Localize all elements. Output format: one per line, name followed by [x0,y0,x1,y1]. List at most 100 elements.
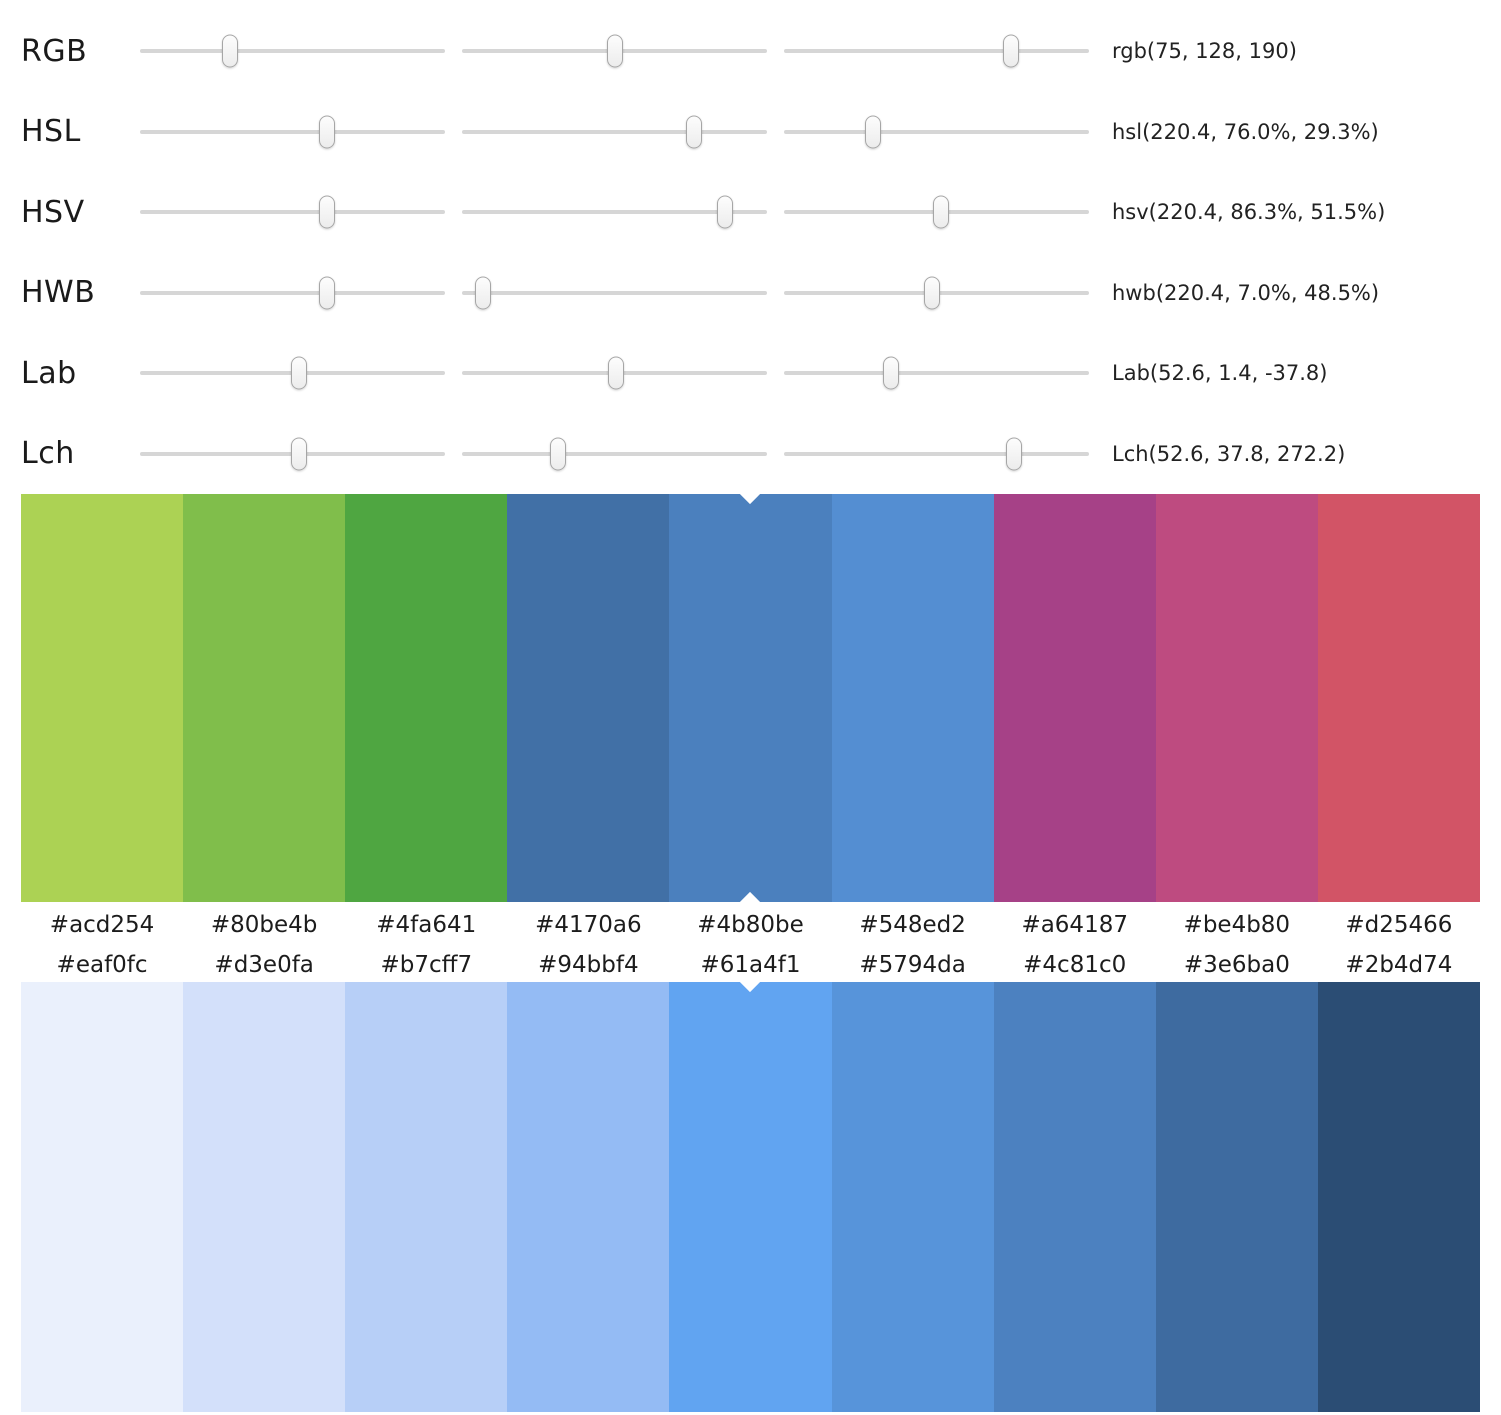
slider-handle[interactable] [475,276,492,310]
rgb-b-slider[interactable] [784,33,1089,69]
hwb-w-slider[interactable] [462,275,767,311]
slider-row-hwb: HWB hwb(220.4, 7.0%, 48.5%) [21,253,1501,334]
slider-track [462,451,767,456]
lab-tracks [140,355,1089,391]
slider-handle[interactable] [318,195,335,229]
colorspace-label-hsv: HSV [21,194,85,230]
slider-handle[interactable] [933,195,950,229]
color-value-hwb: hwb(220.4, 7.0%, 48.5%) [1112,280,1380,305]
rgb-g-slider[interactable] [462,33,767,69]
swatch[interactable] [1317,494,1480,902]
colorspace-label-lab: Lab [21,355,77,391]
palette-top-labels: #acd254 #80be4b #4fa641 #4170a6 #4b80be … [21,902,1480,948]
slider-track [784,129,1089,134]
lch-h-slider[interactable] [784,436,1089,472]
slider-track [784,49,1089,54]
color-value-lch: Lch(52.6, 37.8, 272.2) [1112,441,1346,466]
slider-handle[interactable] [608,356,625,390]
slider-track [462,210,767,215]
slider-handle[interactable] [1006,437,1023,471]
color-value-lab: Lab(52.6, 1.4, -37.8) [1112,361,1328,386]
hsl-l-slider[interactable] [784,114,1089,150]
slider-handle[interactable] [685,115,702,149]
slider-handle[interactable] [607,34,624,68]
swatch[interactable] [1317,982,1480,1412]
hsv-tracks [140,194,1089,230]
slider-handle[interactable] [318,115,335,149]
hex-label: #80be4b [210,912,318,938]
slider-handle[interactable] [221,34,238,68]
colorspace-label-hwb: HWB [21,275,96,311]
palette-top [21,494,1480,902]
hsl-s-slider[interactable] [462,114,767,150]
slider-track [462,290,767,295]
lch-tracks [140,436,1089,472]
slider-row-rgb: RGB rgb(75, 128, 190) [21,11,1501,92]
slider-row-hsl: HSL hsl(220.4, 76.0%, 29.3%) [21,92,1501,173]
swatch[interactable] [831,982,994,1412]
hex-label: #be4b80 [1183,912,1291,938]
color-value-hsv: hsv(220.4, 86.3%, 51.5%) [1112,200,1386,225]
rgb-tracks [140,33,1089,69]
swatch[interactable] [1155,982,1318,1412]
swatch[interactable] [21,982,184,1412]
rgb-r-slider[interactable] [140,33,445,69]
swatch[interactable] [183,982,346,1412]
swatch[interactable] [669,982,832,1412]
color-value-rgb: rgb(75, 128, 190) [1112,39,1297,64]
lch-c-slider[interactable] [462,436,767,472]
hex-label: #2b4d74 [1345,952,1453,978]
slider-handle[interactable] [865,115,882,149]
swatch[interactable] [345,982,508,1412]
colorspace-label-rgb: RGB [21,33,88,69]
lch-l-slider[interactable] [140,436,445,472]
hwb-b-slider[interactable] [784,275,1089,311]
hex-label: #eaf0fc [56,952,148,978]
lab-b-slider[interactable] [784,355,1089,391]
hsv-s-slider[interactable] [462,194,767,230]
slider-row-lch: Lch Lch(52.6, 37.8, 272.2) [21,414,1501,495]
hsl-h-slider[interactable] [140,114,445,150]
palette-bottom-labels: #eaf0fc #d3e0fa #b7cff7 #94bbf4 #61a4f1 … [21,948,1480,982]
slider-track [784,451,1089,456]
swatch[interactable] [993,982,1156,1412]
swatch[interactable] [345,494,508,902]
slider-handle[interactable] [923,276,940,310]
slider-track [140,210,445,215]
swatch[interactable] [183,494,346,902]
slider-handle[interactable] [290,356,307,390]
slider-track [140,290,445,295]
hsv-v-slider[interactable] [784,194,1089,230]
hwb-h-slider[interactable] [140,275,445,311]
hex-label: #4170a6 [535,912,642,938]
slider-handle[interactable] [550,437,567,471]
swatch[interactable] [993,494,1156,902]
slider-handle[interactable] [1003,34,1020,68]
hex-label: #d3e0fa [214,952,314,978]
slider-handle[interactable] [883,356,900,390]
hex-label: #548ed2 [859,912,966,938]
slider-track [462,129,767,134]
swatch[interactable] [669,494,832,902]
slider-track [784,371,1089,376]
slider-handle[interactable] [717,195,734,229]
color-value-hsl: hsl(220.4, 76.0%, 29.3%) [1112,119,1379,144]
swatch[interactable] [1155,494,1318,902]
lab-l-slider[interactable] [140,355,445,391]
lab-a-slider[interactable] [462,355,767,391]
swatch[interactable] [507,982,670,1412]
hex-label: #a64187 [1021,912,1128,938]
slider-handle[interactable] [290,437,307,471]
colorspace-label-hsl: HSL [21,114,81,150]
palette-bottom [21,982,1480,1412]
hex-label: #acd254 [49,912,155,938]
hsv-h-slider[interactable] [140,194,445,230]
hex-label: #4fa641 [376,912,477,938]
slider-handle[interactable] [318,276,335,310]
swatch[interactable] [507,494,670,902]
swatch[interactable] [21,494,184,902]
colorspace-label-lch: Lch [21,436,75,472]
swatch[interactable] [831,494,994,902]
hex-label: #4c81c0 [1023,952,1127,978]
slider-track [140,129,445,134]
